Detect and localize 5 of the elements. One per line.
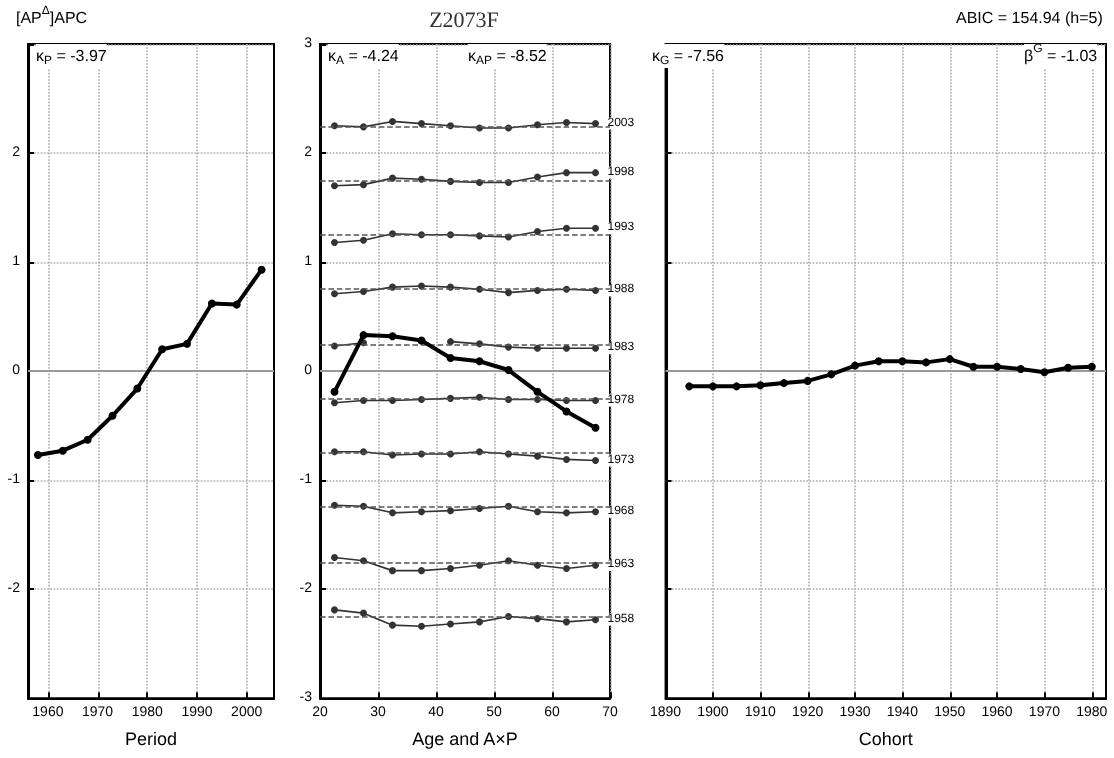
chart-title: Z2073F xyxy=(429,9,499,33)
x-axis-title: Period xyxy=(124,729,178,749)
x-axis-title: Age and A×P xyxy=(412,729,518,749)
text: ABIC = 154.94 (h=5) xyxy=(956,9,1104,27)
x-axis-title: Cohort xyxy=(858,729,914,749)
